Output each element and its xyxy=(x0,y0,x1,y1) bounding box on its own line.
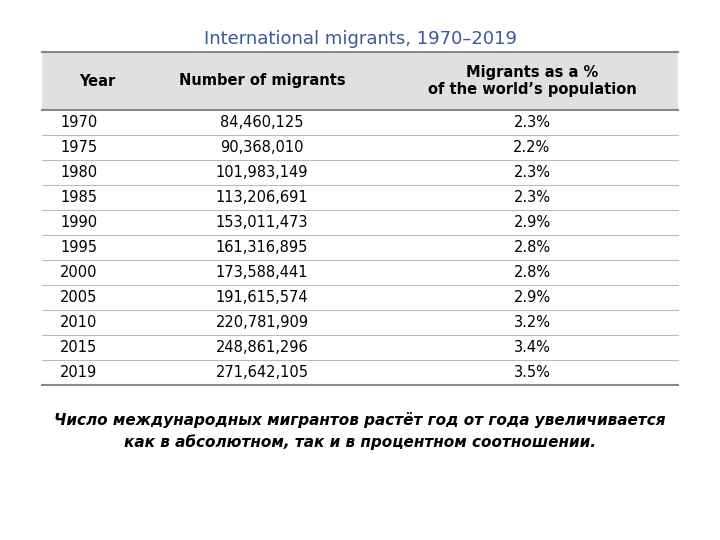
Text: Year: Year xyxy=(79,73,115,89)
Text: 84,460,125: 84,460,125 xyxy=(220,115,304,130)
Text: Number of migrants: Number of migrants xyxy=(179,73,346,89)
Bar xyxy=(42,52,678,110)
Text: 2.2%: 2.2% xyxy=(513,140,551,155)
Text: 101,983,149: 101,983,149 xyxy=(216,165,308,180)
Text: 2.3%: 2.3% xyxy=(513,115,551,130)
Text: 2.9%: 2.9% xyxy=(513,215,551,230)
Text: 191,615,574: 191,615,574 xyxy=(216,290,308,305)
Text: 220,781,909: 220,781,909 xyxy=(215,315,309,330)
Text: 90,368,010: 90,368,010 xyxy=(220,140,304,155)
Text: 2005: 2005 xyxy=(60,290,97,305)
Text: 248,861,296: 248,861,296 xyxy=(215,340,308,355)
Text: как в абсолютном, так и в процентном соотношении.: как в абсолютном, так и в процентном соо… xyxy=(124,434,596,450)
Text: 3.5%: 3.5% xyxy=(513,365,550,380)
Text: 113,206,691: 113,206,691 xyxy=(216,190,308,205)
Text: International migrants, 1970–2019: International migrants, 1970–2019 xyxy=(204,30,516,48)
Text: 1990: 1990 xyxy=(60,215,97,230)
Text: 271,642,105: 271,642,105 xyxy=(215,365,308,380)
Text: 1995: 1995 xyxy=(60,240,97,255)
Text: Migrants as a %
of the world’s population: Migrants as a % of the world’s populatio… xyxy=(428,65,636,97)
Text: 161,316,895: 161,316,895 xyxy=(216,240,308,255)
Text: 153,011,473: 153,011,473 xyxy=(216,215,308,230)
Text: 2.9%: 2.9% xyxy=(513,290,551,305)
Text: 2.8%: 2.8% xyxy=(513,240,551,255)
Text: 1975: 1975 xyxy=(60,140,97,155)
Text: 173,588,441: 173,588,441 xyxy=(216,265,308,280)
Text: 1970: 1970 xyxy=(60,115,97,130)
Text: 2015: 2015 xyxy=(60,340,97,355)
Text: 2.8%: 2.8% xyxy=(513,265,551,280)
Text: 2.3%: 2.3% xyxy=(513,165,551,180)
Text: Число международных мигрантов растёт год от года увеличивается: Число международных мигрантов растёт год… xyxy=(54,412,666,428)
Text: 1980: 1980 xyxy=(60,165,97,180)
Text: 3.4%: 3.4% xyxy=(513,340,550,355)
Text: 2000: 2000 xyxy=(60,265,97,280)
Text: 2019: 2019 xyxy=(60,365,97,380)
Text: 3.2%: 3.2% xyxy=(513,315,551,330)
Text: 2.3%: 2.3% xyxy=(513,190,551,205)
Text: 2010: 2010 xyxy=(60,315,97,330)
Text: 1985: 1985 xyxy=(60,190,97,205)
